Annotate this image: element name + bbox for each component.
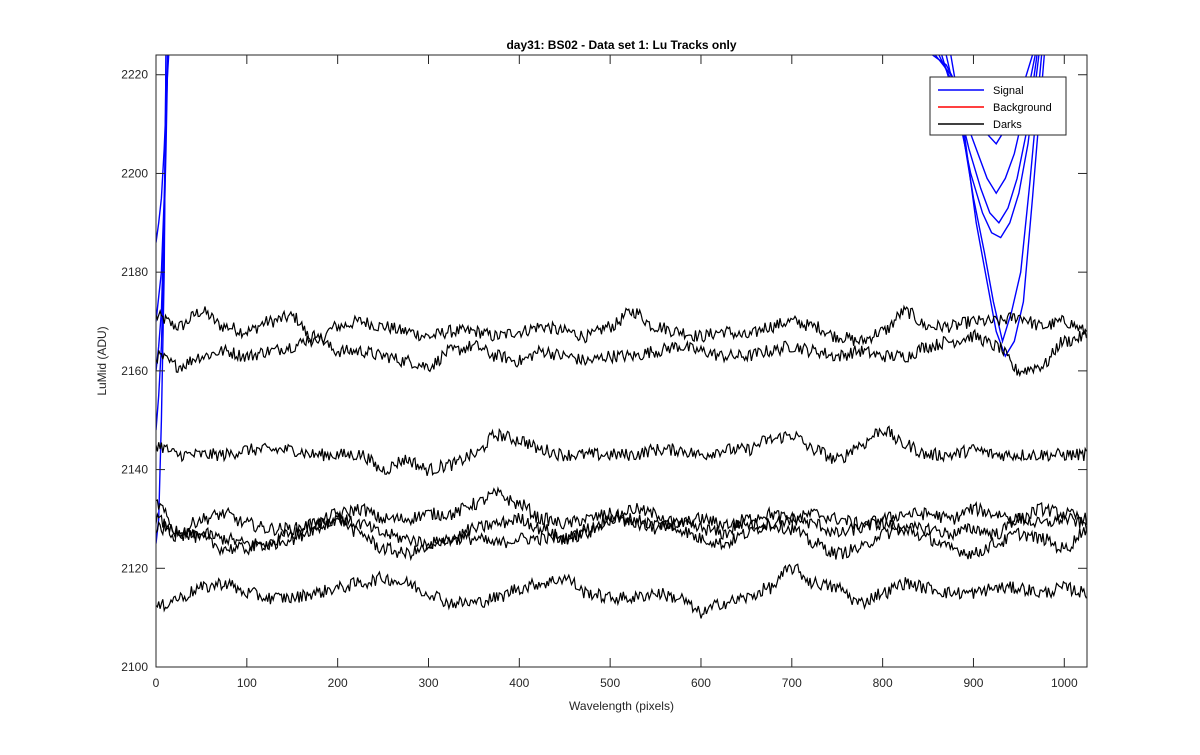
- x-axis-label: Wavelength (pixels): [569, 699, 674, 713]
- y-tick-label: 2220: [121, 68, 148, 82]
- series-layer: [156, 55, 1087, 619]
- y-tick-label: 2160: [121, 364, 148, 378]
- x-tick-label: 600: [691, 676, 711, 690]
- x-tick-label: 100: [237, 676, 257, 690]
- legend-label-darks: Darks: [993, 119, 1022, 131]
- x-tick-label: 400: [509, 676, 529, 690]
- x-tick-label: 800: [873, 676, 893, 690]
- legend-box: [929, 76, 1067, 136]
- legend: Signal Background Darks: [929, 76, 1067, 136]
- x-tick-label: 0: [153, 676, 160, 690]
- series-darks-5-line: [156, 486, 1087, 540]
- series-darks-2-line: [156, 304, 1087, 348]
- plot-area: [156, 55, 1087, 667]
- x-tick-label: 500: [600, 676, 620, 690]
- y-tick-label: 2120: [121, 561, 148, 575]
- legend-label-signal: Signal: [993, 85, 1024, 97]
- legend-label-background: Background: [993, 102, 1052, 114]
- series-darks-4-line: [156, 425, 1087, 477]
- x-tick-label: 1000: [1051, 676, 1078, 690]
- x-tick-label: 300: [418, 676, 438, 690]
- axes-frame: [155, 54, 1088, 668]
- y-tick-label: 2200: [121, 166, 148, 180]
- x-tick-label: 900: [963, 676, 983, 690]
- y-tick-label: 2140: [121, 463, 148, 477]
- tick-layer: 0 100 200 300 400 500 600 700 800 900 1000 2100 2120…: [121, 55, 1087, 690]
- x-tick-label: 700: [782, 676, 802, 690]
- x-tick-label: 200: [328, 676, 348, 690]
- series-darks-8-line: [156, 563, 1087, 619]
- series-darks-3-line: [156, 328, 1087, 378]
- y-tick-label: 2100: [121, 660, 148, 674]
- y-axis-label: LuMid (ADU): [95, 326, 109, 395]
- series-darks-7-line: [156, 511, 1087, 562]
- y-tick-label: 2180: [121, 265, 148, 279]
- chart-title: day31: BS02 - Data set 1: Lu Tracks only: [506, 38, 736, 52]
